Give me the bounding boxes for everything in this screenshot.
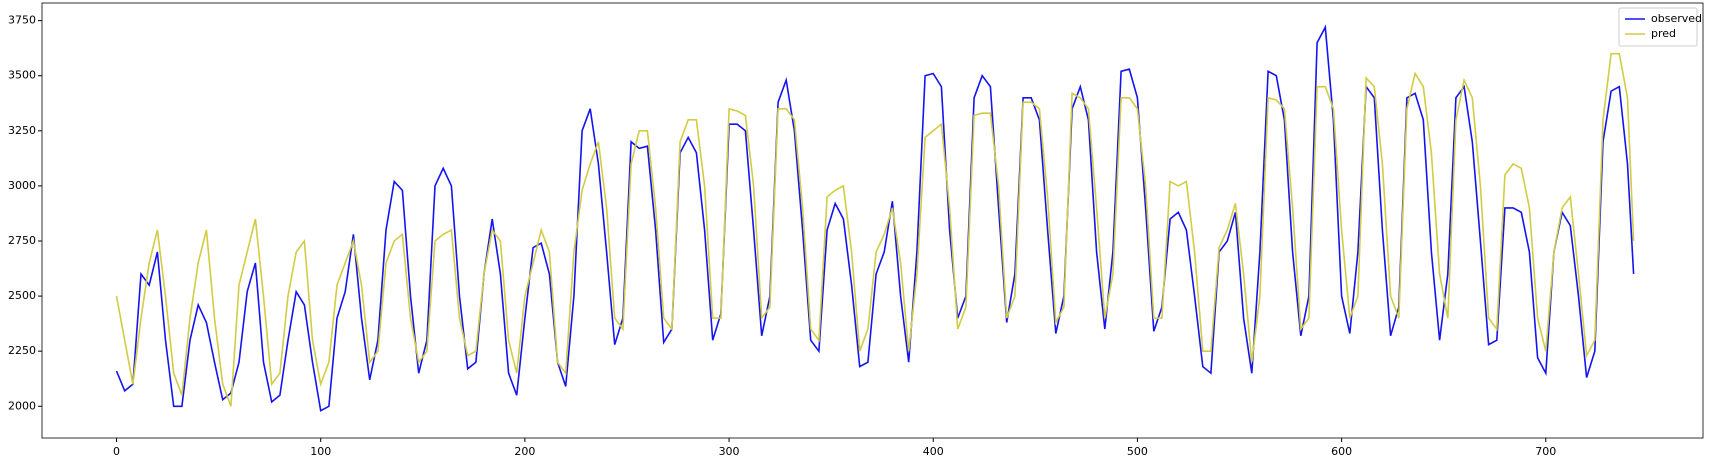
y-tick-label: 3750 bbox=[8, 14, 36, 27]
y-tick-label: 2000 bbox=[8, 399, 36, 412]
x-tick-label: 0 bbox=[113, 445, 120, 458]
x-tick-label: 100 bbox=[310, 445, 331, 458]
legend-box bbox=[1618, 7, 1698, 47]
x-tick-label: 200 bbox=[514, 445, 535, 458]
x-tick-label: 500 bbox=[1127, 445, 1148, 458]
y-tick-label: 3500 bbox=[8, 69, 36, 82]
y-tick-label: 2750 bbox=[8, 234, 36, 247]
x-tick-label: 400 bbox=[923, 445, 944, 458]
series-line bbox=[115, 24, 1635, 412]
series-line bbox=[115, 52, 1635, 407]
legend-label: pred bbox=[1651, 27, 1676, 40]
y-tick-label: 2250 bbox=[8, 344, 36, 357]
x-tick-label: 600 bbox=[1331, 445, 1352, 458]
y-tick-label: 3250 bbox=[8, 124, 36, 137]
y-tick-label: 3000 bbox=[8, 179, 36, 192]
plot-area bbox=[41, 2, 1704, 439]
y-tick-label: 2500 bbox=[8, 289, 36, 302]
legend-label: observed bbox=[1651, 12, 1702, 25]
x-tick-label: 700 bbox=[1535, 445, 1556, 458]
x-tick-label: 300 bbox=[719, 445, 740, 458]
